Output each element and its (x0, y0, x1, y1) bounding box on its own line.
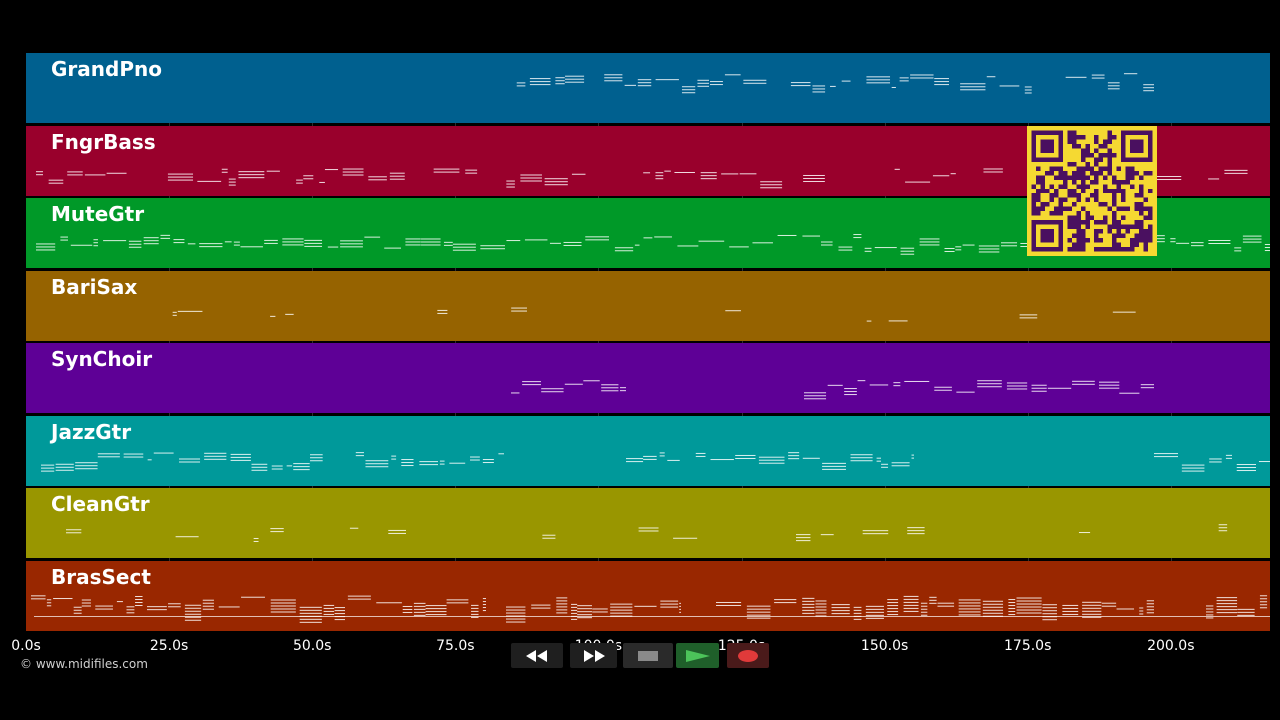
track-lane-barisax[interactable]: BariSax (26, 270, 1270, 341)
rewind-button[interactable] (511, 643, 563, 668)
track-name: FngrBass (51, 129, 156, 154)
piano-roll: GrandPno FngrBass MuteGtr BariSax SynCho… (26, 53, 1270, 631)
track-name: GrandPno (51, 57, 162, 81)
grid-line (884, 53, 886, 630)
note-lane (31, 594, 1270, 623)
track-lane-jazzgtr[interactable]: JazzGtr (26, 415, 1270, 486)
transport-controls (511, 643, 769, 668)
track-lane-synchoir[interactable]: SynChoir (26, 343, 1270, 413)
track-name: BariSax (51, 274, 138, 299)
track-lane-brassect[interactable]: BrasSect (26, 560, 1270, 631)
grid-line (169, 53, 171, 630)
qr-code (1027, 126, 1157, 256)
stop-icon (638, 650, 658, 661)
track-lane-grandpno[interactable]: GrandPno (26, 53, 1270, 123)
track-name: JazzGtr (51, 419, 132, 444)
note-lane (516, 73, 1154, 94)
track-lane-cleangtr[interactable]: CleanGtr (26, 488, 1270, 558)
grid-line (741, 53, 743, 630)
time-tick-label: 150.0s (860, 638, 909, 654)
track-name: SynChoir (51, 347, 153, 371)
track-name: BrasSect (51, 564, 151, 589)
grid-line (312, 53, 314, 630)
copyright-text: © www.midifiles.com (20, 657, 148, 671)
play-icon (685, 649, 710, 662)
time-tick-label: 175.0s (1004, 638, 1052, 654)
record-icon (738, 649, 758, 662)
time-tick-label: 25.0s (149, 638, 189, 654)
note-lane (66, 524, 1228, 542)
play-button[interactable] (676, 643, 719, 668)
record-button[interactable] (727, 643, 769, 668)
time-tick-label: 75.0s (436, 638, 475, 654)
rewind-icon (526, 649, 547, 662)
track-name: CleanGtr (51, 492, 150, 516)
grid-line (1027, 53, 1029, 630)
fast-forward-button[interactable] (570, 643, 617, 668)
time-tick-label: 200.0s (1147, 638, 1195, 654)
time-tick-label: 0.0s (11, 638, 41, 654)
note-lane (511, 380, 1154, 400)
track-name: MuteGtr (51, 202, 145, 226)
note-lane (172, 307, 1136, 322)
grid-line (598, 53, 600, 630)
fast-forward-icon (583, 649, 605, 662)
grid-line (1170, 53, 1172, 630)
time-tick-label: 50.0s (292, 638, 332, 654)
stop-button[interactable] (623, 643, 673, 668)
note-lane (41, 451, 1270, 472)
grid-line (455, 53, 457, 630)
